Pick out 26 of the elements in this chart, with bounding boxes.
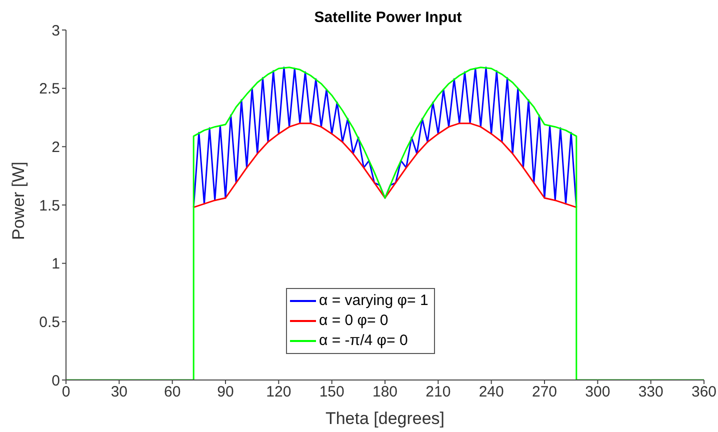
y-axis-title: Power [W] — [9, 162, 28, 240]
x-tick-label: 150 — [319, 384, 344, 401]
x-tick-label: 330 — [638, 384, 664, 401]
legend-label: α = 0 φ= 0 — [319, 311, 388, 331]
x-tick-label: 60 — [164, 384, 181, 401]
line-series — [192, 122, 578, 208]
x-tick-label: 240 — [478, 384, 504, 401]
legend-label: α = varying φ= 1 — [319, 291, 428, 311]
x-tick-label: 270 — [532, 384, 558, 401]
y-tick-label: 0.5 — [39, 314, 60, 331]
y-tick-label: 3 — [52, 22, 60, 40]
x-tick-label: 300 — [585, 384, 610, 401]
x-tick-label: 180 — [372, 384, 398, 401]
x-tick-label: 90 — [217, 384, 234, 401]
legend-label: α = -π/4 φ= 0 — [319, 331, 408, 351]
y-tick-label: 0 — [52, 372, 60, 390]
x-tick-label: 30 — [110, 384, 128, 401]
y-tick-label: 1 — [52, 256, 60, 273]
y-tick-label: 2.5 — [39, 80, 60, 98]
x-tick-label: 120 — [266, 384, 292, 401]
y-tick-label: 1.5 — [39, 197, 60, 214]
x-tick-label: 360 — [691, 384, 717, 401]
chart-title: Satellite Power Input — [314, 9, 462, 26]
x-tick-label: 210 — [426, 384, 451, 401]
y-tick-label: 2 — [52, 138, 60, 156]
x-axis-title: Theta [degrees] — [325, 409, 445, 428]
